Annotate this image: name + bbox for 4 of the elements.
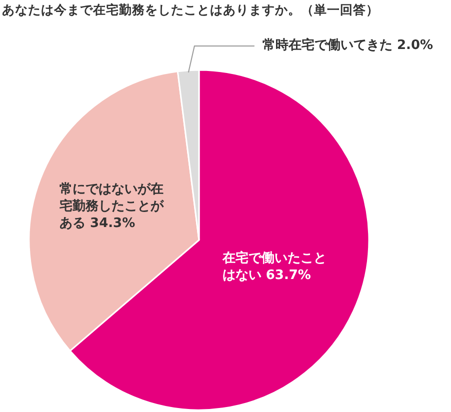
chart-title: あなたは今まで在宅勤務をしたことはありますか。（単一回答）: [2, 2, 379, 17]
slice-label: 在宅で働いたことはない 63.7%: [222, 250, 328, 284]
slice-label: 常にではないが在宅勤務したことがある 34.3%: [60, 181, 165, 232]
slice-label: 常時在宅で働いてきた 2.0%: [262, 37, 434, 54]
